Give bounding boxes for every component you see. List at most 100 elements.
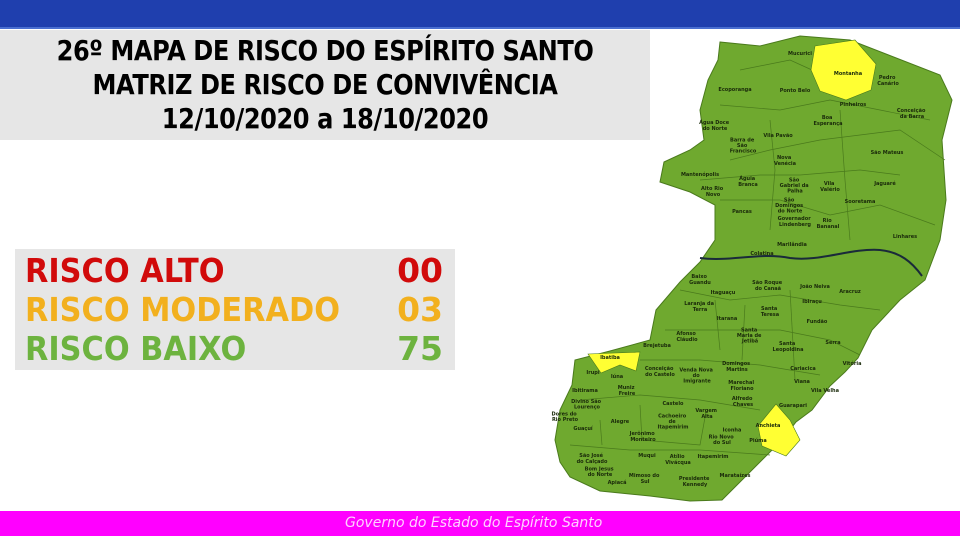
municipality-label: Irupi (586, 370, 599, 376)
municipal-border (639, 404, 707, 446)
municipal-border (729, 129, 946, 161)
municipality-label: Barra de São Francisco (730, 137, 757, 154)
municipality-label: Muniz Freire (618, 385, 636, 397)
municipality-label: Mantenópolis (681, 171, 719, 178)
municipal-border (569, 444, 771, 456)
municipality-label: Apiacá (608, 479, 627, 486)
municipality-label: Nova Venécia (774, 155, 796, 167)
municipality-label: Baixo Guandu (689, 274, 711, 286)
municipal-border (741, 304, 746, 361)
municipality-label: São Mateus (871, 150, 904, 156)
municipality-label: Conceição do Castelo (645, 366, 676, 378)
municipality-label: Atílio Vivácqua (665, 453, 691, 466)
municipality-label: Pinheiros (840, 102, 867, 108)
page-title: 26º MAPA DE RISCO DO ESPÍRITO SANTO (56, 34, 594, 67)
municipal-border (579, 394, 761, 411)
legend-count: 00 (397, 251, 443, 290)
municipality-label: Mimoso do Sul (629, 473, 661, 485)
municipality-label: Vitória (843, 360, 862, 367)
municipality-label: Cachoeiro de Itapemirim (658, 413, 689, 430)
municipal-border (719, 99, 931, 121)
municipality-label: Marataízes (720, 472, 751, 479)
municipality-label: Presidente Kennedy (679, 476, 711, 488)
title-box: 26º MAPA DE RISCO DO ESPÍRITO SANTO MATR… (0, 30, 650, 140)
municipality-label: Conceição da Barra (897, 108, 927, 120)
municipal-border (839, 109, 851, 241)
municipality-label: Pancas (732, 209, 752, 215)
municipality-labels: Mucurici Montanha Pedro Canário Ecoporanga P… (552, 51, 928, 488)
municipality-label: Boa Esperança (813, 115, 842, 127)
municipality-label: Vila Valério (820, 181, 840, 193)
region-ibatiba (587, 351, 641, 374)
municipality-label: Ibiraçu (802, 299, 822, 305)
legend-row-baixo: RISCO BAIXO 75 (25, 329, 443, 369)
municipality-label: Piúma (749, 437, 767, 444)
municipality-label: Ibatiba (600, 355, 620, 361)
municipality-label: Montanha (834, 71, 862, 77)
municipality-label: Colatina (750, 251, 773, 257)
municipality-label: Rio Bananal (817, 218, 840, 230)
municipal-border (714, 299, 721, 351)
municipality-label: São José do Calçado (577, 452, 608, 465)
municipality-label: Vila Pavão (763, 133, 793, 139)
municipality-label: Santa Leopoldina (773, 341, 804, 353)
page-subtitle: MATRIZ DE RISCO DE CONVIVÊNCIA (92, 68, 558, 101)
municipality-label: Ibitirama (572, 388, 598, 394)
legend-count: 75 (397, 329, 443, 368)
legend-count: 03 (397, 290, 443, 329)
municipal-border (699, 169, 901, 181)
municipality-label: Jerônimo Monteiro (629, 430, 657, 443)
municipality-label: Jaguaré (873, 180, 896, 187)
legend-row-alto: RISCO ALTO 00 (25, 251, 443, 291)
risk-legend: RISCO ALTO 00 RISCO MODERADO 03 RISCO BA… (15, 249, 455, 370)
municipality-label: Muqui (638, 453, 656, 459)
municipal-border (720, 199, 936, 226)
municipality-label: Bom Jesus do Norte (585, 466, 616, 478)
municipality-label: João Neiva (799, 284, 830, 290)
municipality-label: Domingos Martins (722, 361, 752, 373)
municipality-label: Água Doce do Norte (699, 119, 731, 132)
municipality-label: Anchieta (756, 423, 781, 429)
municipality-label: Santa Teresa (761, 306, 779, 318)
rio-doce (699, 248, 923, 277)
municipality-label: Alfredo Chaves (732, 396, 754, 408)
state-outline (554, 35, 953, 502)
municipality-label: Iúna (611, 373, 623, 380)
municipality-label: Itaguaçu (711, 290, 736, 296)
municipality-label: Marechal Floriano (728, 380, 756, 392)
municipal-border (665, 329, 861, 356)
municipality-label: Rio Novo do Sul (709, 435, 736, 447)
municipal-border (739, 59, 813, 71)
municipal-border (769, 119, 776, 231)
municipality-label: Afonso Cláudio (676, 331, 698, 343)
municipality-label: Dores do Rio Preto (552, 412, 579, 424)
municipality-label: Laranja da Terra (684, 301, 715, 313)
municipality-label: São Roque do Canaã (752, 280, 784, 292)
municipality-label: São Gabriel da Palha (780, 177, 811, 194)
municipality-label: Vila Velha (811, 388, 839, 394)
municipality-label: Alegre (611, 419, 630, 425)
legend-label: RISCO BAIXO (25, 329, 247, 368)
legend-label: RISCO MODERADO (25, 290, 341, 329)
municipal-border (599, 419, 603, 446)
municipality-label: Vargem Alta (695, 408, 718, 420)
date-range: 12/10/2020 a 18/10/2020 (161, 102, 489, 135)
municipality-label: Guaçuí (573, 425, 593, 432)
municipality-label: Serra (825, 340, 840, 346)
municipality-label: Venda Nova do Imigrante (679, 367, 714, 384)
footer-text: Governo do Estado do Espírito Santo (345, 515, 603, 531)
municipal-borders (569, 59, 946, 456)
municipality-label: Cariacica (790, 366, 816, 372)
region-montanha (810, 39, 877, 101)
municipality-label: Guarapari (779, 403, 807, 409)
municipality-label: Aracruz (839, 289, 861, 295)
municipality-label: Iconha (723, 428, 742, 434)
legend-row-moderado: RISCO MODERADO 03 (25, 290, 443, 330)
municipality-label: Itarana (717, 316, 737, 322)
municipality-label: Itapemirim (698, 454, 729, 460)
municipality-label: Castelo (663, 401, 685, 407)
legend-label: RISCO ALTO (25, 251, 225, 290)
municipality-label: Ecoporanga (718, 87, 751, 93)
municipality-label: Marilândia (777, 241, 807, 248)
